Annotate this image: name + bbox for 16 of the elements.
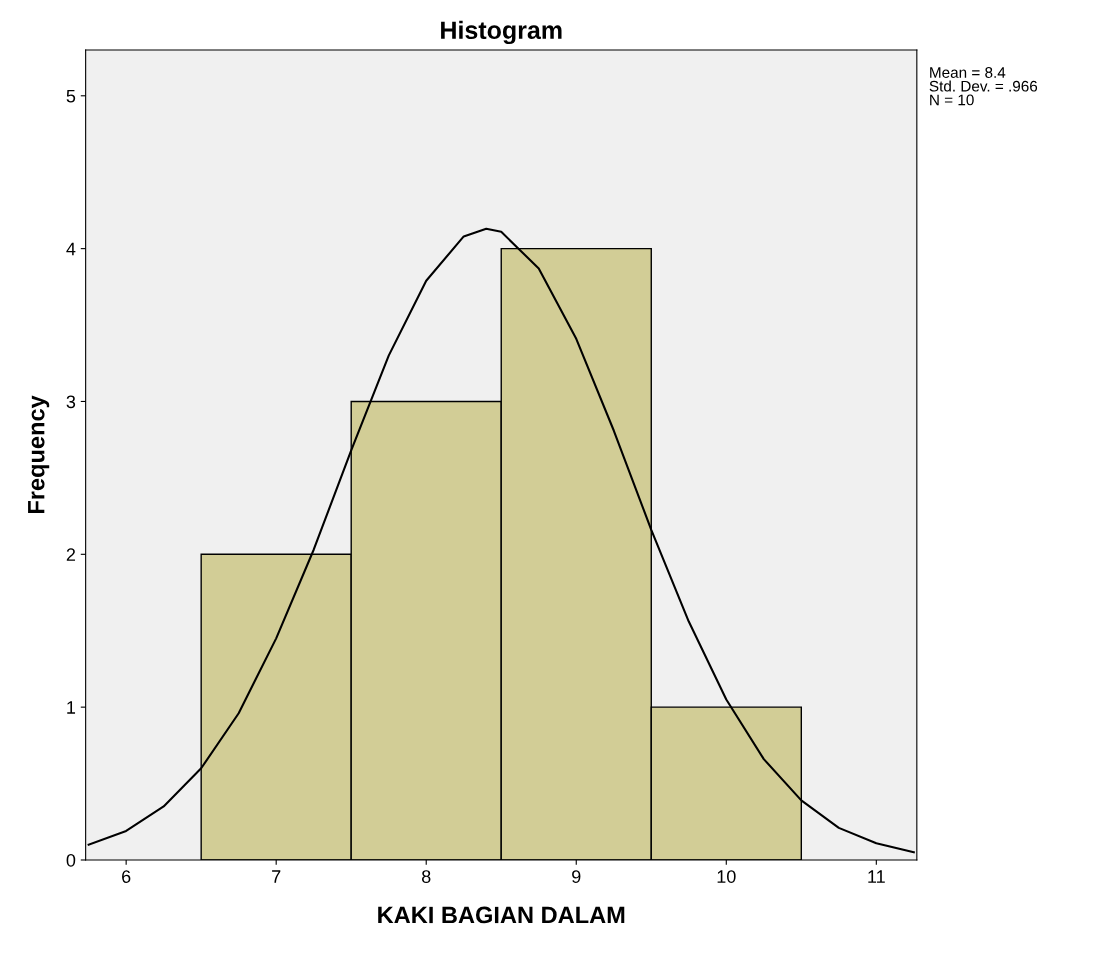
y-axis-title: Frequency — [28, 395, 50, 514]
x-tick-label: 9 — [572, 870, 581, 883]
y-tick-label: 2 — [66, 548, 76, 561]
y-tick-label: 5 — [66, 89, 76, 103]
x-tick-label: 6 — [122, 870, 131, 883]
y-tick-label: 3 — [66, 395, 76, 409]
x-tick-label: 11 — [868, 870, 885, 883]
chart-title: Histogram — [441, 20, 562, 45]
text: Mean = 8.4 Std. Dev. = .966 N = 10 — [929, 67, 1038, 106]
x-axis-title: KAKI BAGIAN DALAM — [378, 906, 625, 924]
x-tick-label: 8 — [421, 870, 431, 883]
x-tick-label: 7 — [272, 870, 281, 883]
x-tick-label: 10 — [717, 870, 736, 883]
y-tick-label: 1 — [67, 701, 76, 714]
y-tick-label: 4 — [66, 242, 76, 256]
y-tick-label: 0 — [66, 853, 76, 867]
